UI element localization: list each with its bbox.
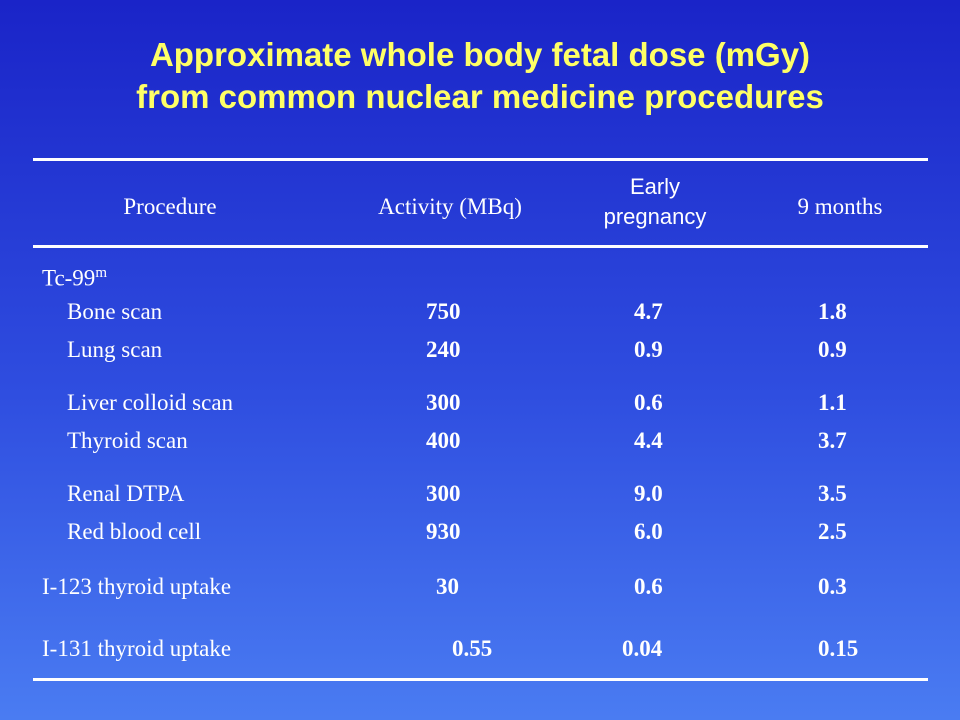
row-early: 0.6 (634, 390, 663, 415)
row-activity: 300 (426, 390, 461, 415)
group-label-tc99m: Tc-99m (42, 258, 107, 294)
row-early: 6.0 (634, 519, 663, 544)
row-early: 9.0 (634, 481, 663, 506)
row-activity: 0.55 (452, 636, 493, 661)
row-activity: 300 (426, 481, 461, 506)
row-nine-months: 1.8 (818, 299, 847, 324)
row-early: 4.4 (634, 428, 663, 453)
header-nine-months: 9 months (797, 194, 883, 219)
group-superscript: m (95, 265, 107, 281)
header-early-line-2: pregnancy (603, 204, 707, 229)
row-nine-months: 1.1 (818, 390, 847, 415)
group-name: Tc-99 (42, 265, 96, 291)
row-activity: 400 (426, 428, 461, 453)
row-early: 0.04 (622, 636, 663, 661)
row-activity: 930 (426, 519, 461, 544)
row-procedure: Renal DTPA (67, 481, 185, 506)
slide-title: Approximate whole body fetal dose (mGy) … (0, 34, 960, 118)
row-procedure: I-131 thyroid uptake (42, 636, 232, 661)
row-activity: 750 (426, 299, 461, 324)
row-nine-months: 3.7 (818, 428, 847, 453)
header-early-pregnancy: Early pregnancy (560, 172, 750, 232)
row-nine-months: 2.5 (818, 519, 847, 544)
row-activity: 30 (436, 574, 459, 599)
row-procedure: Bone scan (67, 299, 163, 324)
table-top-rule (33, 158, 928, 161)
row-early: 4.7 (634, 299, 663, 324)
row-nine-months: 0.9 (818, 337, 847, 362)
row-procedure: Liver colloid scan (67, 390, 234, 415)
header-procedure: Procedure (123, 194, 217, 219)
row-procedure: Red blood cell (67, 519, 202, 544)
row-early: 0.9 (634, 337, 663, 362)
title-line-2: from common nuclear medicine procedures (136, 78, 824, 115)
table-bottom-rule (33, 678, 928, 681)
row-early: 0.6 (634, 574, 663, 599)
header-early-line-1: Early (629, 174, 681, 199)
row-procedure: Lung scan (67, 337, 163, 362)
header-activity: Activity (MBq) (378, 194, 522, 219)
row-procedure: I-123 thyroid uptake (42, 574, 232, 599)
title-line-1: Approximate whole body fetal dose (mGy) (149, 36, 811, 73)
row-nine-months: 0.3 (818, 574, 847, 599)
row-activity: 240 (426, 337, 461, 362)
row-procedure: Thyroid scan (67, 428, 188, 453)
header-bottom-rule (33, 245, 928, 248)
row-nine-months: 3.5 (818, 481, 847, 506)
row-nine-months: 0.15 (818, 636, 859, 661)
